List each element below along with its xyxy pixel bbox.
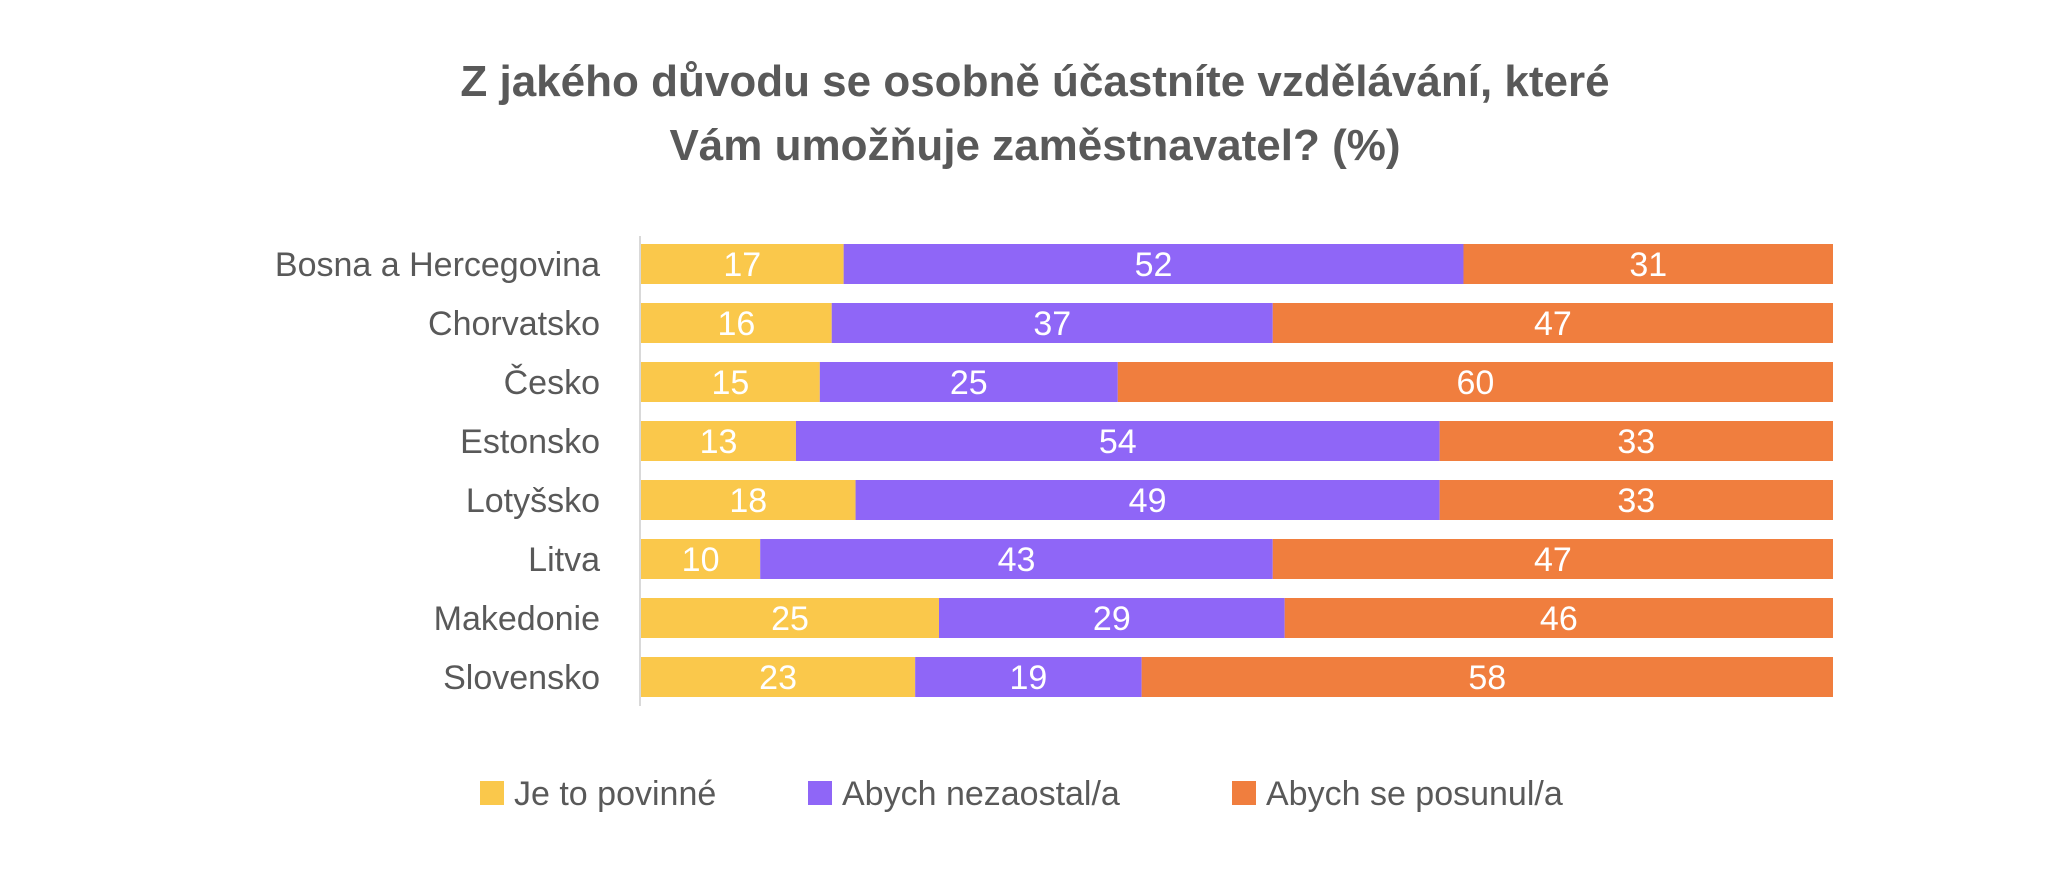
bar-segment [795, 421, 1440, 461]
bar-segment [641, 598, 939, 638]
bar-segment [819, 362, 1118, 402]
legend-label: Abych se posunul/a [1266, 775, 1563, 813]
category-label: Bosna a Hercegovina [275, 246, 600, 284]
data-label: 47 [1534, 305, 1572, 343]
bar-segment [1439, 421, 1833, 461]
bar-segment [760, 539, 1273, 579]
bar-segment [1272, 303, 1833, 343]
bar-segment [1463, 244, 1833, 284]
bar-segment [1284, 598, 1833, 638]
legend-swatch [808, 781, 832, 805]
category-label: Litva [528, 541, 600, 579]
bar-segment [641, 362, 820, 402]
data-label: 23 [759, 659, 797, 697]
data-label: 33 [1617, 482, 1655, 520]
category-label: Slovensko [443, 659, 600, 697]
chart-title-line-2: Vám umožňuje zaměstnavatel? (%) [669, 121, 1400, 170]
data-label: 25 [950, 364, 988, 402]
data-label: 60 [1456, 364, 1494, 402]
bar-segment [915, 657, 1142, 697]
bar-segment [641, 421, 796, 461]
category-label: Česko [504, 364, 600, 402]
bar-segment [1272, 539, 1833, 579]
category-labels: Bosna a Hercegovina Chorvatsko Česko Estons… [275, 246, 600, 697]
plot-area: 17 52 31 16 37 47 15 25 60 13 54 33 18 49 33 10 43 47 25 29… [641, 244, 1833, 697]
legend: Je to povinné Abych nezaostal/a Abych se p… [480, 775, 1563, 813]
category-label: Lotyšsko [466, 482, 600, 520]
data-label: 31 [1629, 246, 1667, 284]
chart-title: Z jakého důvodu se osobně účastníte vzdě… [460, 57, 1609, 170]
data-label: 58 [1468, 659, 1506, 697]
legend-label: Je to povinné [514, 775, 716, 813]
bar-segment [855, 480, 1440, 520]
bar-segment [641, 480, 856, 520]
data-label: 13 [700, 423, 738, 461]
data-label: 33 [1617, 423, 1655, 461]
data-label: 29 [1093, 600, 1131, 638]
data-label: 37 [1033, 305, 1071, 343]
data-label: 19 [1009, 659, 1047, 697]
data-label: 54 [1099, 423, 1137, 461]
bar-segment [1439, 480, 1833, 520]
bar-segment [831, 303, 1273, 343]
data-label: 25 [771, 600, 809, 638]
data-label: 52 [1135, 246, 1173, 284]
category-label: Chorvatsko [428, 305, 600, 343]
data-label: 18 [729, 482, 767, 520]
data-label: 15 [711, 364, 749, 402]
data-label: 46 [1540, 600, 1578, 638]
legend-swatch [480, 781, 504, 805]
data-label: 47 [1534, 541, 1572, 579]
category-label: Estonsko [460, 423, 600, 461]
legend-label: Abych nezaostal/a [842, 775, 1120, 813]
bar-segment [1141, 657, 1833, 697]
bar-segment [939, 598, 1285, 638]
data-label: 17 [723, 246, 761, 284]
data-label: 43 [998, 541, 1036, 579]
bar-segment [843, 244, 1464, 284]
chart-title-line-1: Z jakého důvodu se osobně účastníte vzdě… [460, 57, 1609, 106]
data-label: 10 [682, 541, 720, 579]
bar-segment [641, 244, 844, 284]
bar-segment [641, 303, 832, 343]
bar-segment [1117, 362, 1833, 402]
bar-segment [641, 539, 761, 579]
data-label: 16 [717, 305, 755, 343]
category-label: Makedonie [434, 600, 600, 638]
bar-segment [641, 657, 916, 697]
data-label: 49 [1129, 482, 1167, 520]
legend-swatch [1232, 781, 1256, 805]
